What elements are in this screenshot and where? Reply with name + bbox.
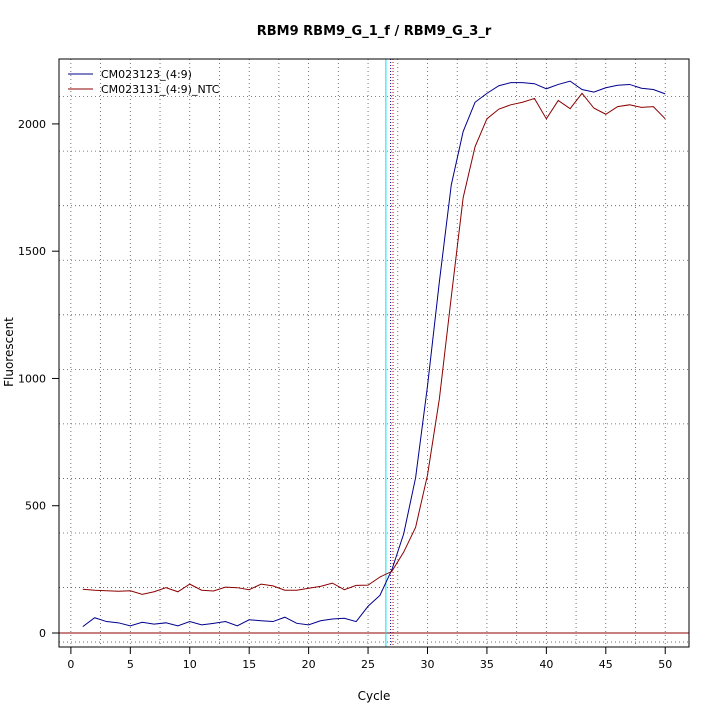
plot-frame: [58, 58, 690, 648]
x-axis: 0 5 10 15 20 25 30 35 40 45 50: [67, 646, 672, 671]
series-line-2: [82, 92, 666, 595]
legend: CM023123_(4:9) CM023131_(4:9)_NTC: [68, 68, 220, 96]
y-axis-label: Fluorescent: [2, 317, 16, 387]
legend-label-2: CM023131_(4:9)_NTC: [101, 83, 220, 96]
x-tick-label: 40: [539, 658, 553, 671]
y-tick-label: 0: [39, 627, 46, 640]
chart-title: RBM9 RBM9_G_1_f / RBM9_G_3_r: [257, 24, 492, 39]
x-tick-label: 15: [242, 658, 256, 671]
x-tick-label: 50: [658, 658, 672, 671]
grid: [59, 59, 689, 647]
y-tick-label: 500: [25, 500, 46, 513]
x-tick-label: 10: [183, 658, 197, 671]
y-tick-label: 1000: [18, 372, 46, 385]
y-tick-label: 2000: [18, 118, 46, 131]
x-tick-label: 25: [361, 658, 375, 671]
series-line-1: [82, 80, 666, 628]
x-tick-label: 45: [599, 658, 613, 671]
x-axis-label: Cycle: [358, 689, 391, 703]
legend-label-1: CM023123_(4:9): [101, 68, 192, 81]
x-tick-label: 30: [420, 658, 434, 671]
x-tick-label: 20: [302, 658, 316, 671]
y-tick-label: 1500: [18, 245, 46, 258]
x-tick-label: 5: [127, 658, 134, 671]
x-tick-label: 35: [480, 658, 494, 671]
x-tick-label: 0: [67, 658, 74, 671]
y-axis: 0 500 1000 1500 2000: [18, 118, 60, 640]
series-lines: [82, 80, 666, 628]
threshold-lines: [59, 59, 689, 647]
